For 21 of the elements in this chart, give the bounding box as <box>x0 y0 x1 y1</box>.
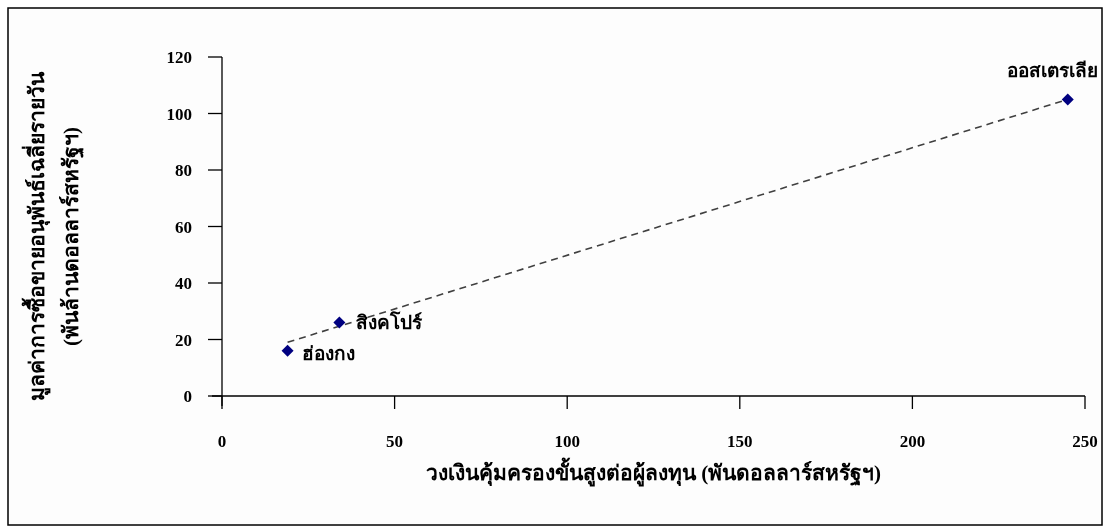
x-axis-title: วงเงินคุ้มครองขั้นสูงต่อผู้ลงทุน (พันดอลลาร์สหรัฐฯ) <box>425 457 882 487</box>
x-tick-label: 200 <box>899 432 926 451</box>
point <box>281 344 294 357</box>
y-tick-label: 80 <box>175 161 192 180</box>
y-tick-label: 20 <box>175 330 192 350</box>
x-tick-label: 0 <box>217 432 227 451</box>
y-tick-label: 0 <box>183 387 192 406</box>
annotation: ฮ่องกง <box>302 342 356 364</box>
x-tick-label: 150 <box>727 432 753 451</box>
point <box>333 316 346 329</box>
point <box>1061 93 1074 106</box>
y-tick-label: 120 <box>166 48 192 67</box>
y-axis-title: มูลค่าการซื้อขายอนุพันธ์เฉลี่ยรายวัน (พันล้านดอลลาร์สหรัฐฯ) <box>21 71 85 401</box>
x-tick-label: 250 <box>1072 432 1098 451</box>
y-tick-label: 40 <box>175 274 192 293</box>
y-tick-label: 60 <box>175 217 192 237</box>
x-tick-label: 50 <box>386 432 404 451</box>
x-tick-label: 100 <box>554 432 580 451</box>
annotation: สิงคโปร์ <box>355 311 423 334</box>
y-tick-label: 100 <box>166 104 192 124</box>
annotation: ออสเตรเลีย <box>1006 60 1098 82</box>
